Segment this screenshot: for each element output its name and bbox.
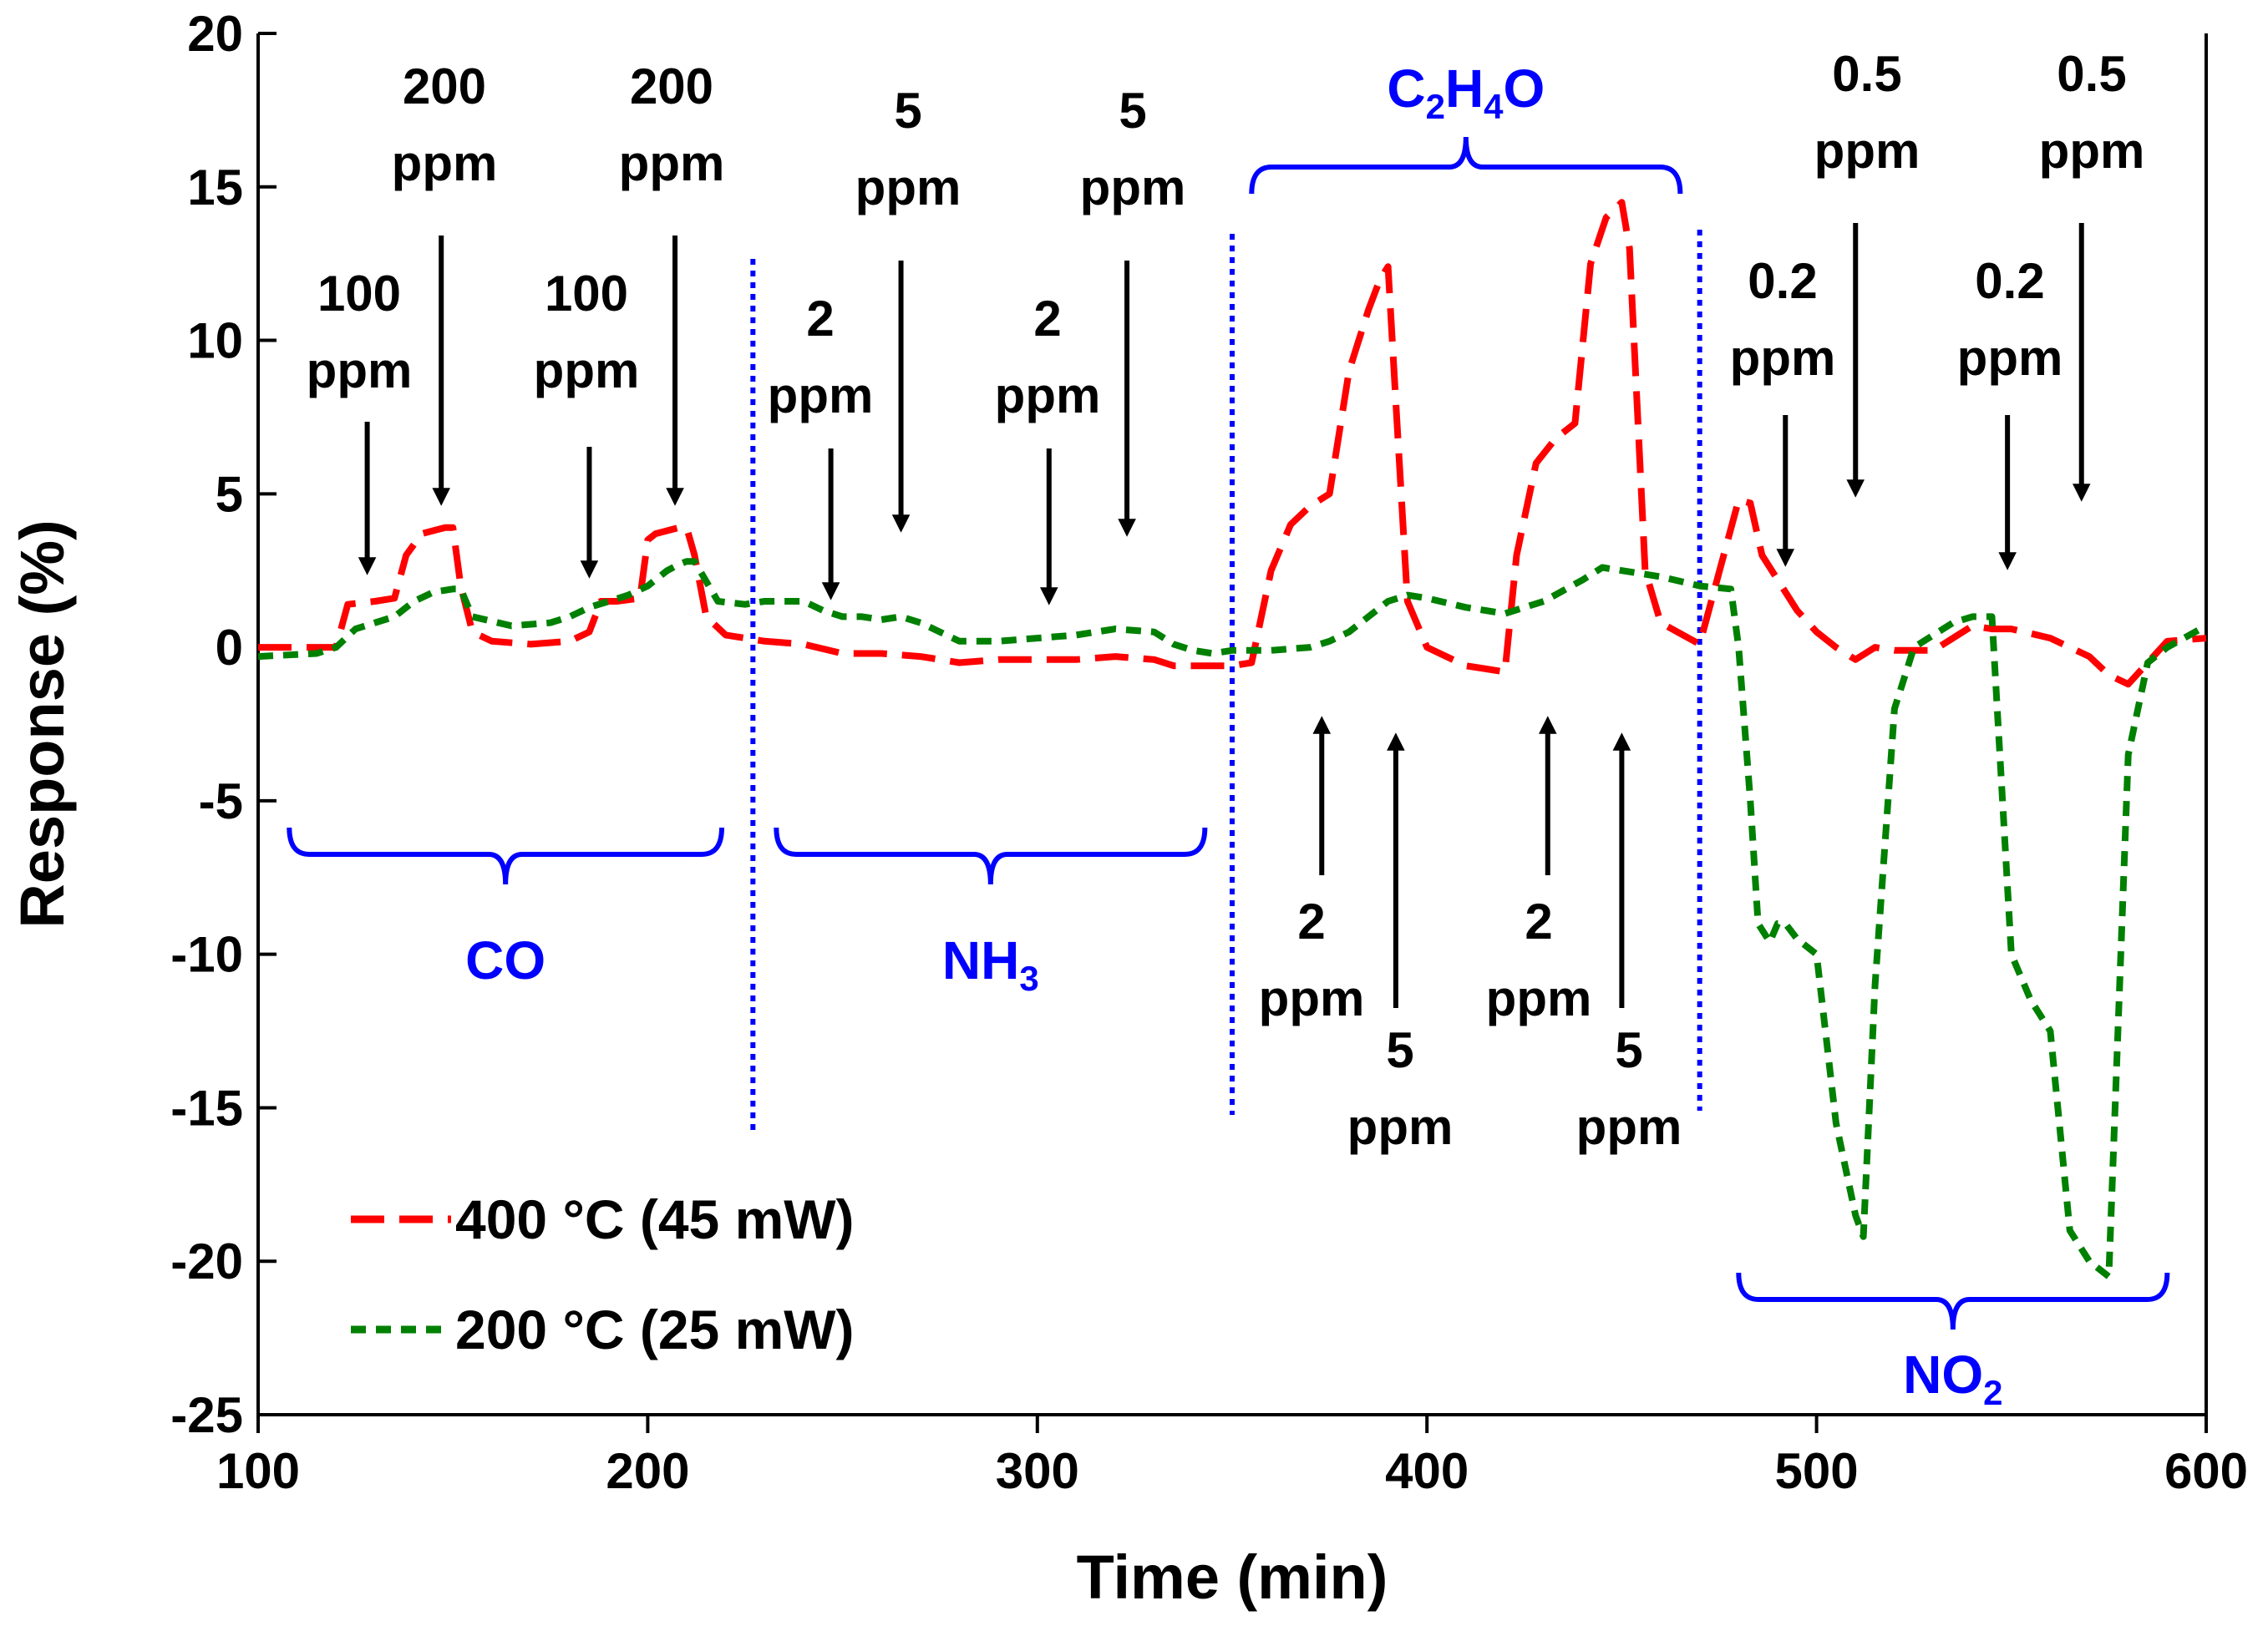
gas-brackets: CO NH3 C2H4O NO2 <box>287 58 2170 1412</box>
annotation-unit: ppm <box>2039 123 2145 179</box>
annotation-value: 5 <box>1615 1022 1642 1078</box>
annotation-value: 2 <box>806 291 834 347</box>
section-dividers <box>750 230 1702 1136</box>
annotation-value: 200 <box>630 58 713 114</box>
annotation-unit: ppm <box>619 135 725 191</box>
gas-bracket <box>1736 1272 2170 1330</box>
annotation-value: 5 <box>1119 83 1146 139</box>
plot-area <box>256 33 2208 1416</box>
y-ticks: 20 15 10 5 0 -5 -10 -15 -20 -25 <box>170 6 277 1443</box>
annotation-unit: ppm <box>1576 1099 1682 1155</box>
gas-bracket <box>1249 136 1683 195</box>
annotation-unit: ppm <box>995 367 1101 423</box>
y-tick-label: -10 <box>170 927 243 983</box>
x-tick-label: 200 <box>606 1443 689 1499</box>
y-tick-label: 0 <box>216 620 243 676</box>
annotation-value: 0.2 <box>1748 253 1817 309</box>
y-tick-label: 5 <box>216 466 243 522</box>
y-tick-label: -15 <box>170 1080 243 1136</box>
y-tick-label: -5 <box>199 773 243 829</box>
annotation-value: 0.5 <box>1832 46 1901 102</box>
annotation-value: 200 <box>403 58 486 114</box>
legend-label-200: 200 °C (25 mW) <box>455 1299 855 1360</box>
annotation-unit: ppm <box>1957 330 2063 386</box>
y-tick-label: 20 <box>187 6 243 62</box>
annotation-value: 0.5 <box>2057 46 2126 102</box>
annotation-unit: ppm <box>534 342 640 398</box>
gas-label: NH3 <box>942 930 1039 998</box>
gas-label: NO2 <box>1903 1345 2002 1412</box>
annotation-value: 5 <box>1386 1022 1413 1078</box>
legend: 400 °C (45 mW) 200 °C (25 mW) <box>351 1188 855 1360</box>
legend-label-400: 400 °C (45 mW) <box>455 1188 855 1250</box>
y-tick-label: 15 <box>187 160 243 215</box>
annotation-value: 2 <box>1297 894 1325 950</box>
gas-bracket <box>287 827 725 885</box>
x-axis-title: Time (min) <box>1077 1542 1388 1612</box>
y-tick-label: -25 <box>170 1387 243 1443</box>
x-tick-label: 300 <box>996 1443 1079 1499</box>
annotation-value: 5 <box>894 83 921 139</box>
gas-label: CO <box>465 930 545 990</box>
annotation-unit: ppm <box>1730 330 1836 386</box>
x-tick-label: 400 <box>1385 1443 1469 1499</box>
x-ticks: 100 200 300 400 500 600 <box>216 1415 2248 1499</box>
annotation-unit: ppm <box>1080 160 1186 215</box>
annotation-value: 100 <box>545 266 628 322</box>
annotation-value: 2 <box>1525 894 1552 950</box>
annotation-unit: ppm <box>1347 1099 1454 1155</box>
series-lines <box>257 199 2208 1280</box>
series-400c-line <box>258 199 2207 688</box>
gas-bracket <box>774 827 1208 885</box>
x-tick-label: 500 <box>1775 1443 1859 1499</box>
concentration-annotations: 100 ppm 200 ppm 100 ppm 200 ppm 2 ppm 5 ppm 2 ppm 5 ppm… <box>307 46 2145 1155</box>
annotation-unit: ppm <box>855 160 961 215</box>
annotation-value: 2 <box>1033 291 1061 347</box>
y-tick-label: 10 <box>187 313 243 369</box>
annotation-value: 0.2 <box>1975 253 2044 309</box>
annotation-unit: ppm <box>768 367 874 423</box>
series-200c-line <box>257 558 2208 1280</box>
y-axis-title: Response (%) <box>8 519 77 928</box>
annotation-unit: ppm <box>1814 123 1920 179</box>
annotation-unit: ppm <box>1486 970 1592 1026</box>
y-tick-label: -20 <box>170 1233 243 1289</box>
gas-label: C2H4O <box>1387 58 1545 126</box>
annotation-unit: ppm <box>307 342 413 398</box>
annotation-unit: ppm <box>1259 970 1365 1026</box>
x-tick-label: 100 <box>216 1443 300 1499</box>
annotation-value: 100 <box>317 266 401 322</box>
x-tick-label: 600 <box>2164 1443 2248 1499</box>
annotation-unit: ppm <box>392 135 498 191</box>
